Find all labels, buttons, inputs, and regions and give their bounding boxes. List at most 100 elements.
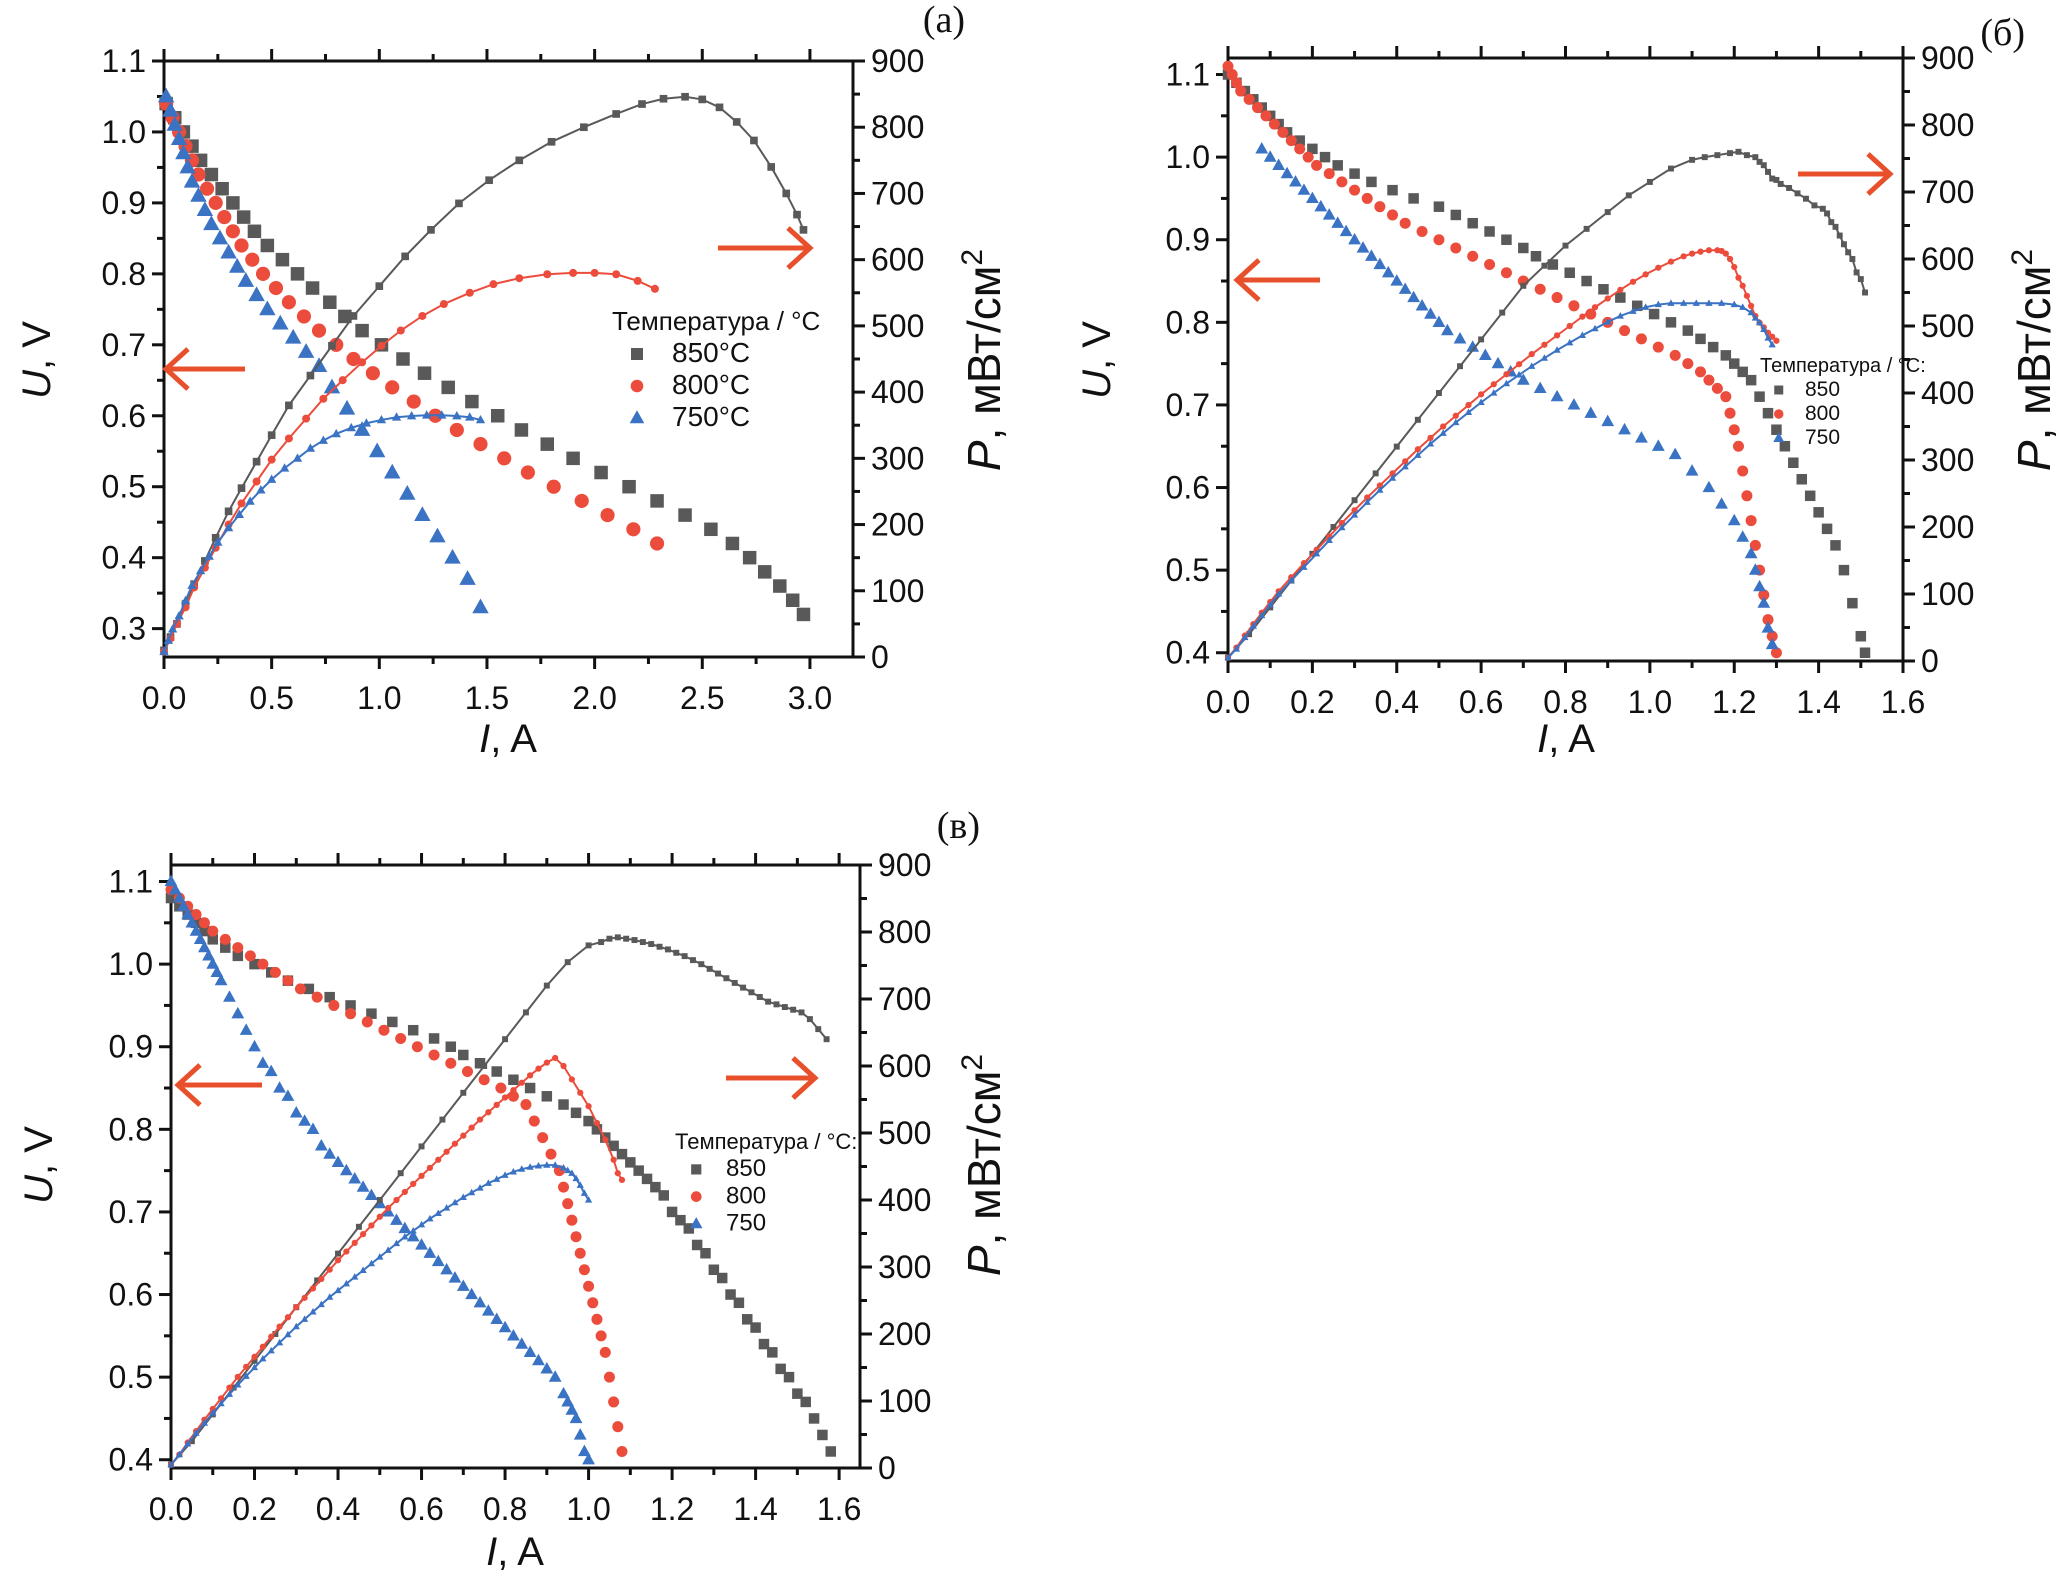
voltage-point — [220, 243, 237, 259]
power-point — [460, 1089, 467, 1096]
x-axis-title-symbol: I — [479, 717, 490, 761]
power-point — [200, 1419, 209, 1426]
power-point — [756, 994, 763, 1000]
power-point — [1300, 563, 1308, 570]
voltage-point — [1373, 257, 1387, 270]
power-point — [201, 557, 209, 565]
power-point — [577, 1089, 584, 1096]
voltage-point — [1222, 60, 1234, 72]
power-point — [1689, 156, 1696, 163]
voltage-point — [1339, 224, 1353, 237]
power-point — [234, 509, 245, 518]
voltage-point — [219, 933, 231, 945]
voltage-point — [406, 1229, 420, 1242]
power-point — [1515, 371, 1523, 378]
power-point — [417, 1220, 426, 1228]
voltage-point — [1635, 431, 1648, 443]
power-point — [1616, 312, 1624, 319]
power-point — [1414, 451, 1422, 458]
power-point — [1748, 302, 1755, 310]
voltage-point — [298, 1114, 312, 1126]
voltage-point — [725, 1289, 736, 1300]
power-point — [773, 1001, 780, 1008]
power-point — [223, 522, 234, 532]
power-point — [564, 959, 571, 966]
voltage-point — [1440, 323, 1454, 336]
voltage-point — [641, 1173, 653, 1185]
voltage-point — [1349, 168, 1360, 179]
power-point — [211, 533, 220, 542]
voltage-point — [445, 1041, 457, 1052]
series-power-750 — [167, 1161, 593, 1468]
power-point — [1338, 519, 1346, 527]
voltage-point — [582, 1452, 595, 1465]
y-tick-label: 0.7 — [1166, 387, 1210, 423]
power-point — [767, 163, 776, 171]
y2-tick-label: 900 — [871, 43, 924, 79]
legend-marker — [631, 348, 643, 360]
voltage-point — [185, 915, 199, 928]
voltage-point — [708, 1264, 720, 1276]
voltage-point — [353, 421, 371, 436]
voltage-point — [1770, 647, 1782, 659]
power-point — [346, 422, 356, 432]
power-point — [1735, 274, 1742, 281]
power-point — [465, 412, 475, 421]
power-point — [1768, 340, 1776, 348]
voltage-point — [1348, 232, 1361, 245]
voltage-point — [172, 891, 186, 903]
power-point — [543, 1161, 551, 1168]
power-point — [343, 1248, 350, 1255]
voltage-point — [1277, 126, 1289, 138]
voltage-point — [1771, 424, 1782, 435]
power-point — [309, 1308, 317, 1315]
voltage-point — [387, 1016, 398, 1028]
power-point — [301, 1294, 308, 1301]
power-point — [224, 507, 233, 516]
voltage-point — [1467, 217, 1478, 229]
voltage-point — [257, 958, 269, 970]
voltage-point — [1745, 374, 1757, 386]
voltage-point — [1732, 440, 1744, 452]
voltage-point — [474, 1057, 486, 1069]
voltage-point — [297, 343, 315, 358]
power-point — [493, 1101, 500, 1108]
power-point — [242, 1372, 250, 1379]
power-point — [614, 934, 621, 941]
power-point — [468, 1188, 476, 1196]
voltage-point — [1651, 439, 1665, 451]
voltage-point — [323, 1147, 337, 1159]
voltage-point — [1847, 597, 1858, 609]
power-point — [1604, 318, 1612, 325]
voltage-point — [1618, 422, 1631, 435]
power-point — [317, 1300, 325, 1308]
power-point — [1402, 458, 1409, 465]
power-point — [1773, 337, 1780, 344]
voltage-point — [1766, 630, 1778, 642]
voltage-point — [1336, 176, 1348, 188]
power-point — [1490, 389, 1498, 396]
power-point — [1540, 354, 1549, 361]
power-point — [1680, 253, 1687, 260]
series-power-800 — [167, 1054, 626, 1468]
voltage-point — [275, 252, 290, 267]
voltage-point — [566, 451, 580, 466]
power-point — [534, 1161, 543, 1169]
power-point — [1760, 162, 1767, 169]
y-tick-label: 0.6 — [109, 1277, 153, 1313]
voltage-point — [366, 1008, 377, 1019]
voltage-point — [170, 130, 188, 146]
voltage-point — [587, 1297, 599, 1309]
power-point — [1503, 371, 1510, 378]
y-tick-label: 1.1 — [102, 43, 146, 79]
y2-axis-title-symbol: P — [958, 440, 1010, 471]
power-point — [331, 428, 341, 438]
voltage-point — [574, 1247, 586, 1259]
voltage-point — [570, 1107, 582, 1119]
power-point — [782, 189, 791, 198]
y2-tick-label: 200 — [1921, 509, 1974, 545]
voltage-point — [1361, 192, 1373, 204]
y2-tick-label: 700 — [871, 175, 924, 211]
power-point — [406, 410, 417, 420]
power-point — [234, 1373, 241, 1381]
